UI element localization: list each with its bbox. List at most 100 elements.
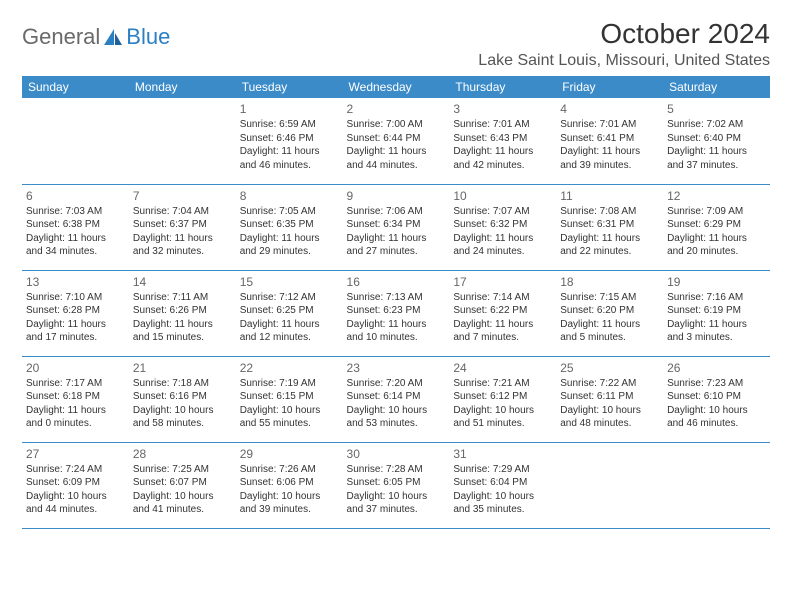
day-number: 23 [347, 360, 446, 376]
day-number: 3 [453, 101, 552, 117]
calendar-day: 31Sunrise: 7:29 AMSunset: 6:04 PMDayligh… [449, 442, 556, 528]
day-header-row: SundayMondayTuesdayWednesdayThursdayFrid… [22, 76, 770, 98]
sunrise-line: Sunrise: 7:06 AM [347, 205, 446, 219]
calendar-day: 1Sunrise: 6:59 AMSunset: 6:46 PMDaylight… [236, 98, 343, 184]
sunset-line: Sunset: 6:18 PM [26, 390, 125, 404]
day-number: 22 [240, 360, 339, 376]
sunset-line: Sunset: 6:07 PM [133, 476, 232, 490]
sunrise-line: Sunrise: 7:18 AM [133, 377, 232, 391]
day-number: 30 [347, 446, 446, 462]
day-number: 12 [667, 188, 766, 204]
sunset-line: Sunset: 6:32 PM [453, 218, 552, 232]
daylight-line: Daylight: 10 hours and 39 minutes. [240, 490, 339, 517]
day-number: 13 [26, 274, 125, 290]
day-number: 1 [240, 101, 339, 117]
sunrise-line: Sunrise: 7:19 AM [240, 377, 339, 391]
daylight-line: Daylight: 11 hours and 17 minutes. [26, 318, 125, 345]
sunrise-line: Sunrise: 7:22 AM [560, 377, 659, 391]
sunset-line: Sunset: 6:06 PM [240, 476, 339, 490]
sunrise-line: Sunrise: 7:23 AM [667, 377, 766, 391]
sunset-line: Sunset: 6:16 PM [133, 390, 232, 404]
daylight-line: Daylight: 11 hours and 32 minutes. [133, 232, 232, 259]
calendar-day: 15Sunrise: 7:12 AMSunset: 6:25 PMDayligh… [236, 270, 343, 356]
sunrise-line: Sunrise: 7:03 AM [26, 205, 125, 219]
day-number: 25 [560, 360, 659, 376]
day-number: 19 [667, 274, 766, 290]
calendar-day: 11Sunrise: 7:08 AMSunset: 6:31 PMDayligh… [556, 184, 663, 270]
calendar-day: 29Sunrise: 7:26 AMSunset: 6:06 PMDayligh… [236, 442, 343, 528]
calendar-day: 28Sunrise: 7:25 AMSunset: 6:07 PMDayligh… [129, 442, 236, 528]
calendar-day: 22Sunrise: 7:19 AMSunset: 6:15 PMDayligh… [236, 356, 343, 442]
calendar-day-empty [129, 98, 236, 184]
day-header: Tuesday [236, 76, 343, 98]
daylight-line: Daylight: 10 hours and 58 minutes. [133, 404, 232, 431]
sunrise-line: Sunrise: 7:12 AM [240, 291, 339, 305]
calendar-day: 17Sunrise: 7:14 AMSunset: 6:22 PMDayligh… [449, 270, 556, 356]
calendar-day: 14Sunrise: 7:11 AMSunset: 6:26 PMDayligh… [129, 270, 236, 356]
calendar-day: 10Sunrise: 7:07 AMSunset: 6:32 PMDayligh… [449, 184, 556, 270]
calendar-week: 13Sunrise: 7:10 AMSunset: 6:28 PMDayligh… [22, 270, 770, 356]
calendar-day: 6Sunrise: 7:03 AMSunset: 6:38 PMDaylight… [22, 184, 129, 270]
logo-text-1: General [22, 24, 100, 50]
sunset-line: Sunset: 6:23 PM [347, 304, 446, 318]
logo-sail-icon [102, 27, 124, 47]
daylight-line: Daylight: 10 hours and 55 minutes. [240, 404, 339, 431]
day-number: 18 [560, 274, 659, 290]
daylight-line: Daylight: 11 hours and 44 minutes. [347, 145, 446, 172]
sunset-line: Sunset: 6:19 PM [667, 304, 766, 318]
day-number: 5 [667, 101, 766, 117]
sunset-line: Sunset: 6:15 PM [240, 390, 339, 404]
day-header: Friday [556, 76, 663, 98]
sunrise-line: Sunrise: 7:01 AM [560, 118, 659, 132]
sunrise-line: Sunrise: 7:15 AM [560, 291, 659, 305]
daylight-line: Daylight: 11 hours and 27 minutes. [347, 232, 446, 259]
daylight-line: Daylight: 11 hours and 24 minutes. [453, 232, 552, 259]
sunrise-line: Sunrise: 7:20 AM [347, 377, 446, 391]
sunset-line: Sunset: 6:11 PM [560, 390, 659, 404]
daylight-line: Daylight: 11 hours and 12 minutes. [240, 318, 339, 345]
calendar-week: 6Sunrise: 7:03 AMSunset: 6:38 PMDaylight… [22, 184, 770, 270]
sunrise-line: Sunrise: 7:28 AM [347, 463, 446, 477]
sunset-line: Sunset: 6:26 PM [133, 304, 232, 318]
sunrise-line: Sunrise: 7:04 AM [133, 205, 232, 219]
sunrise-line: Sunrise: 7:01 AM [453, 118, 552, 132]
sunset-line: Sunset: 6:46 PM [240, 132, 339, 146]
daylight-line: Daylight: 11 hours and 3 minutes. [667, 318, 766, 345]
sunrise-line: Sunrise: 7:07 AM [453, 205, 552, 219]
day-number: 2 [347, 101, 446, 117]
daylight-line: Daylight: 11 hours and 29 minutes. [240, 232, 339, 259]
sunrise-line: Sunrise: 6:59 AM [240, 118, 339, 132]
calendar-day: 21Sunrise: 7:18 AMSunset: 6:16 PMDayligh… [129, 356, 236, 442]
daylight-line: Daylight: 10 hours and 35 minutes. [453, 490, 552, 517]
calendar-day: 19Sunrise: 7:16 AMSunset: 6:19 PMDayligh… [663, 270, 770, 356]
sunset-line: Sunset: 6:34 PM [347, 218, 446, 232]
sunrise-line: Sunrise: 7:11 AM [133, 291, 232, 305]
calendar-day: 18Sunrise: 7:15 AMSunset: 6:20 PMDayligh… [556, 270, 663, 356]
daylight-line: Daylight: 11 hours and 39 minutes. [560, 145, 659, 172]
sunrise-line: Sunrise: 7:21 AM [453, 377, 552, 391]
daylight-line: Daylight: 10 hours and 44 minutes. [26, 490, 125, 517]
day-number: 20 [26, 360, 125, 376]
sunrise-line: Sunrise: 7:16 AM [667, 291, 766, 305]
location-label: Lake Saint Louis, Missouri, United State… [478, 52, 770, 70]
daylight-line: Daylight: 11 hours and 7 minutes. [453, 318, 552, 345]
daylight-line: Daylight: 11 hours and 0 minutes. [26, 404, 125, 431]
sunset-line: Sunset: 6:25 PM [240, 304, 339, 318]
day-header: Wednesday [343, 76, 450, 98]
daylight-line: Daylight: 11 hours and 34 minutes. [26, 232, 125, 259]
daylight-line: Daylight: 11 hours and 22 minutes. [560, 232, 659, 259]
sunrise-line: Sunrise: 7:17 AM [26, 377, 125, 391]
sunset-line: Sunset: 6:09 PM [26, 476, 125, 490]
month-title: October 2024 [478, 18, 770, 50]
calendar-day: 5Sunrise: 7:02 AMSunset: 6:40 PMDaylight… [663, 98, 770, 184]
day-number: 21 [133, 360, 232, 376]
calendar-table: SundayMondayTuesdayWednesdayThursdayFrid… [22, 76, 770, 529]
calendar-day: 13Sunrise: 7:10 AMSunset: 6:28 PMDayligh… [22, 270, 129, 356]
logo-text-2: Blue [126, 24, 170, 50]
calendar-day: 8Sunrise: 7:05 AMSunset: 6:35 PMDaylight… [236, 184, 343, 270]
daylight-line: Daylight: 10 hours and 46 minutes. [667, 404, 766, 431]
sunrise-line: Sunrise: 7:24 AM [26, 463, 125, 477]
day-number: 15 [240, 274, 339, 290]
sunrise-line: Sunrise: 7:13 AM [347, 291, 446, 305]
sunset-line: Sunset: 6:31 PM [560, 218, 659, 232]
